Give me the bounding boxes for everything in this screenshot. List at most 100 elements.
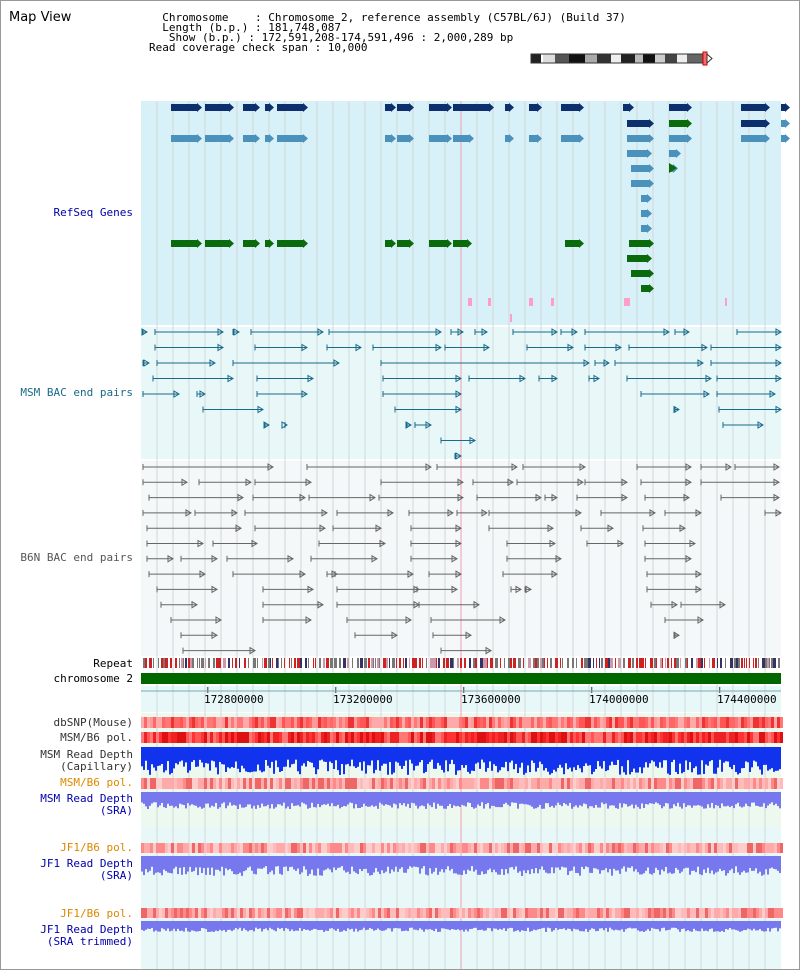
msm-bac-pair-arrow-icon <box>143 359 150 367</box>
read-depth-bar <box>225 921 227 932</box>
repeat-element <box>188 658 191 668</box>
msm-bac-pair-arrow-icon <box>519 374 526 383</box>
heat-cell <box>483 717 486 728</box>
track-label-msm-bac[interactable]: MSM BAC end pairs <box>20 386 133 399</box>
read-depth-bar <box>367 921 369 930</box>
ideogram-band <box>555 54 569 63</box>
read-depth-bar <box>525 792 527 805</box>
read-depth-bar <box>589 747 591 766</box>
heat-cell <box>567 778 570 789</box>
repeat-element <box>313 658 314 668</box>
read-depth-bar <box>607 792 609 809</box>
heat-cell <box>567 732 570 743</box>
read-depth-bar <box>411 792 413 803</box>
heat-cell <box>312 908 315 918</box>
coverage-span-line: Read coverage check span : 10,000 <box>149 41 368 54</box>
heat-cell <box>741 732 744 743</box>
read-depth-bar <box>577 792 579 808</box>
heat-cell <box>453 717 456 728</box>
track-label-msm-depth-sra[interactable]: MSM Read Depth (SRA) <box>40 792 133 817</box>
heat-cell <box>597 732 600 743</box>
read-depth-bar <box>151 856 153 867</box>
read-depth-bar <box>641 856 643 875</box>
gene-arrow-icon <box>409 103 414 112</box>
read-depth-bar <box>515 856 517 867</box>
heat-cell <box>147 778 150 789</box>
read-depth-bar <box>693 921 695 929</box>
read-depth-bar <box>589 792 591 807</box>
repeat-element <box>599 658 600 668</box>
heat-cell <box>435 732 438 743</box>
heat-cell <box>246 843 249 853</box>
heat-cell <box>147 843 150 853</box>
track-label-chromosome[interactable]: chromosome 2 <box>53 672 133 685</box>
heat-cell <box>171 908 174 918</box>
heat-cell <box>630 717 633 728</box>
track-label-jf1-depth-trimmed[interactable]: JF1 Read Depth (SRA trimmed) <box>40 923 133 948</box>
read-depth-bar <box>651 921 653 928</box>
read-depth-bar <box>661 856 663 870</box>
heat-cell <box>513 778 516 789</box>
read-depth-bar <box>487 747 489 768</box>
read-depth-bar <box>411 921 413 928</box>
read-depth-bar <box>479 921 481 930</box>
read-depth-bar <box>579 856 581 876</box>
read-depth-bar <box>663 856 665 872</box>
read-depth-bar <box>691 792 693 808</box>
heat-cell <box>459 908 462 918</box>
gene-arrow-icon <box>197 239 202 248</box>
read-depth-bar <box>331 747 333 764</box>
heat-cell <box>249 717 252 728</box>
read-depth-bar <box>303 921 305 930</box>
read-depth-bar <box>615 921 617 930</box>
track-label-b6n-bac[interactable]: B6N BAC end pairs <box>20 551 133 564</box>
heat-cell <box>777 843 780 853</box>
track-label-refseq[interactable]: RefSeq Genes <box>53 206 133 219</box>
read-depth-bar <box>685 856 687 868</box>
track-label-repeat[interactable]: Repeat <box>93 657 133 670</box>
read-depth-bar <box>259 792 261 808</box>
repeat-element <box>357 658 359 668</box>
read-depth-bar <box>677 856 679 870</box>
heat-cell <box>447 778 450 789</box>
read-depth-bar <box>747 856 749 873</box>
track-label-msm-depth-capillary[interactable]: MSM Read Depth (Capillary) <box>40 748 133 773</box>
heat-cell <box>666 778 669 789</box>
read-depth-bar <box>715 792 717 805</box>
ideogram-band <box>687 54 703 63</box>
track-label-jf1-pol[interactable]: JF1/B6 pol. <box>60 841 133 854</box>
gene-glyph <box>781 135 785 142</box>
gene-arrow-icon <box>469 134 474 143</box>
read-depth-bar <box>705 856 707 873</box>
read-depth-bar <box>301 856 303 873</box>
track-label-dbsnp[interactable]: dbSNP(Mouse) <box>53 716 133 729</box>
heat-cell <box>744 717 747 728</box>
track-label-jf1-pol-trimmed[interactable]: JF1/B6 pol. <box>60 907 133 920</box>
track-label-msm-pol-sra[interactable]: MSM/B6 pol. <box>60 776 133 789</box>
heat-cell <box>354 732 357 743</box>
repeat-element <box>660 658 662 668</box>
read-depth-bar <box>453 856 455 874</box>
read-depth-bar <box>661 747 663 768</box>
heat-cell <box>351 908 354 918</box>
msm-bac-pair-arrow-icon <box>663 328 670 336</box>
track-label-jf1-depth[interactable]: JF1 Read Depth (SRA) <box>40 857 133 882</box>
heat-cell <box>231 732 234 743</box>
read-depth-bar <box>479 792 481 807</box>
read-depth-bar <box>735 747 737 772</box>
heat-cell <box>480 732 483 743</box>
read-depth-bar <box>597 921 599 932</box>
heat-cell <box>582 778 585 789</box>
heat-cell <box>207 843 210 853</box>
read-depth-bar <box>441 792 443 806</box>
heat-cell <box>771 732 774 743</box>
read-depth-bar <box>591 921 593 929</box>
track-label-msm-pol-capillary[interactable]: MSM/B6 pol. <box>60 731 133 744</box>
read-depth-bar <box>207 921 209 932</box>
read-depth-bar <box>295 856 297 871</box>
read-depth-bar <box>215 747 217 768</box>
read-depth-bar <box>419 747 421 763</box>
heat-cell <box>438 732 441 743</box>
heat-cell <box>780 732 783 743</box>
